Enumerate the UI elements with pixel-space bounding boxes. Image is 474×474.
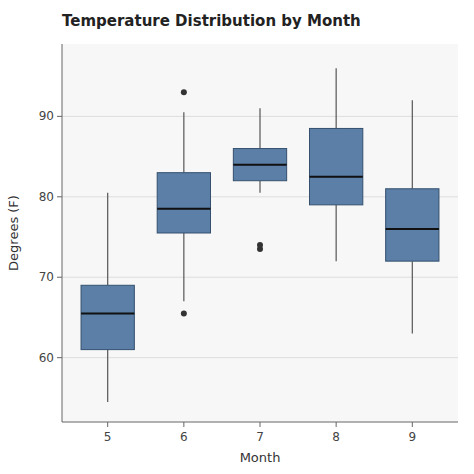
x-axis-line [62, 422, 458, 423]
outlier [257, 242, 263, 248]
whisker-low [259, 181, 260, 193]
y-tick-label: 70 [39, 270, 54, 284]
x-tick [336, 422, 337, 427]
x-tick [183, 422, 184, 427]
grid-line [62, 357, 458, 358]
x-tick-label: 5 [104, 430, 112, 444]
y-tick-label: 60 [39, 351, 54, 365]
whisker-high [183, 112, 184, 172]
x-axis-label: Month [240, 450, 281, 465]
whisker-high [259, 108, 260, 148]
y-tick [57, 196, 62, 197]
y-tick-label: 90 [39, 109, 54, 123]
x-tick-label: 8 [332, 430, 340, 444]
box-group [81, 193, 134, 402]
whisker-low [183, 233, 184, 301]
box [157, 173, 210, 233]
box [386, 189, 439, 261]
grid-line [62, 277, 458, 278]
y-axis-label: Degrees (F) [6, 195, 21, 271]
y-axis-line [62, 44, 63, 422]
box-group [233, 108, 286, 252]
box [81, 285, 134, 349]
x-tick [412, 422, 413, 427]
x-tick-label: 9 [408, 430, 416, 444]
title: Temperature Distribution by Month [62, 12, 361, 30]
box-group [310, 68, 363, 261]
y-tick [57, 277, 62, 278]
whisker-high [412, 100, 413, 188]
whisker-high [336, 68, 337, 128]
whisker-low [107, 350, 108, 402]
x-tick [107, 422, 108, 427]
median [81, 312, 134, 314]
box [310, 128, 363, 204]
whisker-low [336, 205, 337, 261]
outlier [181, 310, 187, 316]
boxes [81, 68, 439, 402]
box-group [157, 89, 210, 316]
box [233, 149, 286, 181]
x-tick [260, 422, 261, 427]
median [157, 208, 210, 210]
plot-background [62, 44, 458, 422]
chart: 60 70 80 90 5 6 7 8 9 Temperature Distribution by… [0, 0, 474, 474]
median [386, 228, 439, 230]
whisker-high [107, 193, 108, 285]
median [310, 176, 363, 178]
x-tick-label: 7 [256, 430, 264, 444]
whisker-low [412, 261, 413, 333]
y-tick [57, 357, 62, 358]
median [233, 164, 286, 166]
box-group [386, 100, 439, 333]
y-tick-label: 80 [39, 190, 54, 204]
y-tick [57, 116, 62, 117]
x-tick-label: 6 [180, 430, 188, 444]
outlier [181, 89, 187, 95]
